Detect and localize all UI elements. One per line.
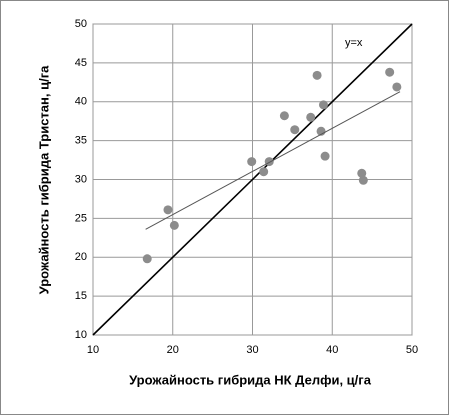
y-axis-title: Урожайность гибрида Тристан, ц/га	[36, 65, 51, 294]
point	[279, 111, 289, 121]
identity-line	[92, 23, 413, 336]
point	[169, 220, 179, 230]
x-tick-label: 40	[326, 344, 338, 356]
y-tick-label: 20	[75, 251, 87, 263]
point	[142, 254, 152, 264]
point	[163, 205, 173, 215]
point	[385, 67, 395, 77]
y-tick-label: 50	[75, 18, 87, 30]
y-tick-label: 30	[75, 173, 87, 185]
y-tick-label: 35	[75, 135, 87, 147]
y-tick-label: 10	[75, 329, 87, 341]
x-tick-label: 50	[406, 344, 418, 356]
identity-label: y=x	[345, 37, 363, 49]
point	[392, 82, 402, 92]
trend-line	[145, 91, 401, 230]
point	[318, 100, 328, 110]
point	[320, 151, 330, 161]
y-tick-label: 40	[75, 96, 87, 108]
point	[357, 168, 367, 178]
point	[264, 157, 274, 167]
point	[358, 175, 368, 185]
point	[290, 125, 300, 135]
point	[306, 112, 316, 122]
x-tick-label: 10	[87, 344, 99, 356]
point	[259, 167, 269, 177]
x-axis-title: Урожайность гибрида НК Делфи, ц/га	[129, 372, 372, 387]
y-tick-label: 45	[75, 57, 87, 69]
x-tick-label: 20	[167, 344, 179, 356]
point	[312, 70, 322, 80]
y-tick-label: 15	[75, 290, 87, 302]
y-tick-label: 25	[75, 212, 87, 224]
point	[247, 157, 257, 167]
x-tick-label: 30	[246, 344, 258, 356]
